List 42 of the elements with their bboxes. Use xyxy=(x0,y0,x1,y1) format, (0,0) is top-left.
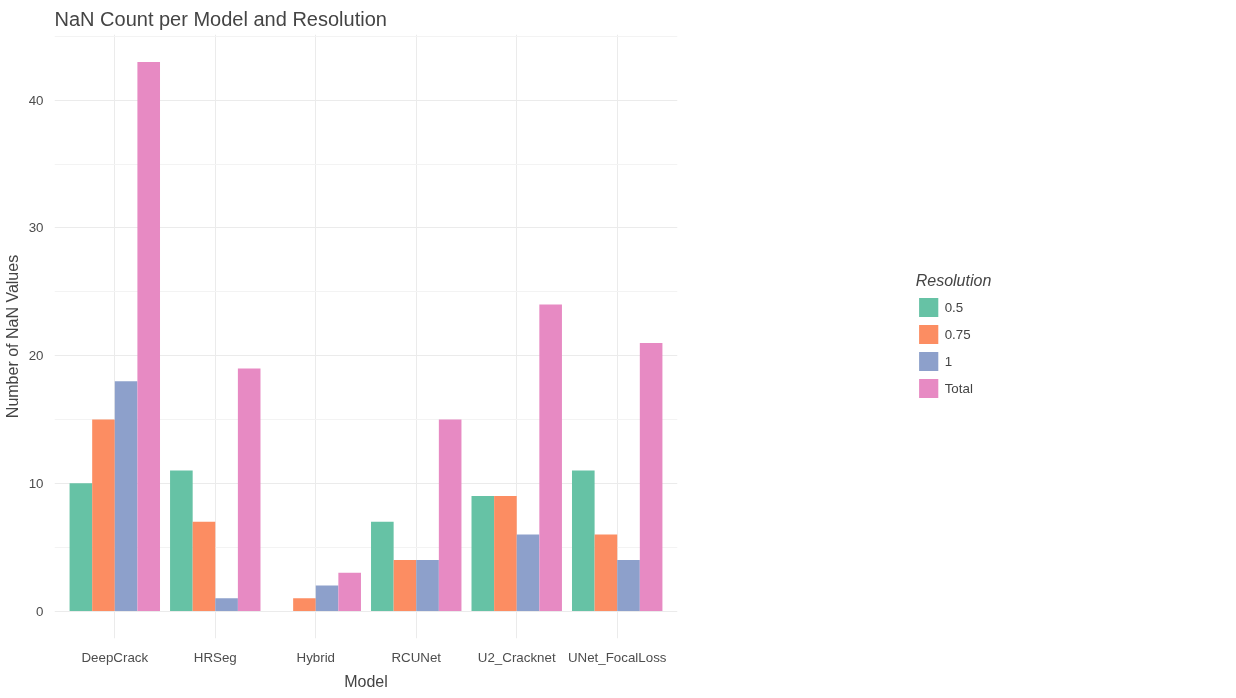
bar xyxy=(237,368,261,612)
x-tick-label: U2_Cracknet xyxy=(477,649,556,665)
y-tick-label: 0 xyxy=(36,603,44,619)
x-axis-title: Model xyxy=(344,672,388,690)
bar xyxy=(393,559,417,612)
bar xyxy=(137,61,161,612)
bar xyxy=(338,572,361,612)
bar xyxy=(571,470,595,612)
legend-label: Total xyxy=(944,380,973,396)
legend-label: 0.75 xyxy=(944,326,971,342)
bar xyxy=(471,496,495,612)
bar xyxy=(69,483,93,612)
bar xyxy=(438,419,462,612)
bar xyxy=(114,381,138,612)
bar xyxy=(293,598,316,612)
x-tick-label: DeepCrack xyxy=(81,649,149,665)
bar xyxy=(539,304,562,612)
bar xyxy=(315,585,339,612)
legend-label: 0.5 xyxy=(944,299,965,315)
bar xyxy=(494,496,517,612)
bar xyxy=(416,559,439,612)
bar xyxy=(594,534,618,612)
chart-title: NaN Count per Model and Resolution xyxy=(54,7,387,30)
x-tick-label: UNet_FocalLoss xyxy=(567,649,667,665)
y-tick-label: 20 xyxy=(28,348,44,364)
legend-title: Resolution xyxy=(915,272,992,290)
bar xyxy=(215,598,238,612)
bar xyxy=(371,521,394,612)
bar xyxy=(92,419,115,612)
y-tick-label: 40 xyxy=(28,92,44,108)
bar xyxy=(617,559,640,612)
bar xyxy=(639,342,663,612)
y-tick-label: 30 xyxy=(28,220,44,236)
bar xyxy=(516,534,540,612)
legend-label: 1 xyxy=(944,353,954,369)
x-tick-label: RCUNet xyxy=(391,649,442,665)
y-tick-label: 10 xyxy=(28,475,44,491)
bar xyxy=(170,470,193,612)
x-tick-label: HRSeg xyxy=(193,649,237,665)
y-axis-title: Number of NaN Values xyxy=(3,254,21,419)
x-tick-label: Hybrid xyxy=(296,649,336,665)
bar xyxy=(192,521,216,612)
